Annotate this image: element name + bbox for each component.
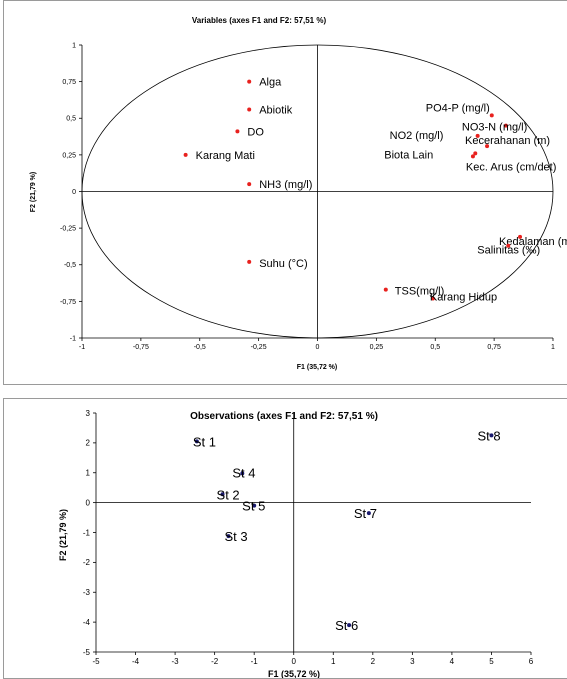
point-label: St 3 [224,529,247,544]
data-point [226,534,231,539]
data-point [347,623,352,628]
point-label: DO [247,126,264,138]
y-tick-label: -1 [70,335,76,342]
x-tick-label: -2 [211,657,219,666]
point-label: St 4 [232,465,255,480]
data-point [366,511,371,516]
data-point [489,433,494,438]
x-tick-label: 1 [331,657,336,666]
point-label: NO2 (mg/l) [390,130,444,142]
point-label: TSS(mg/l) [395,286,445,298]
x-tick-label: -4 [132,657,140,666]
point-label: St 5 [242,499,265,514]
y-tick-label: -3 [83,588,91,597]
variables-chart: Variables (axes F1 and F2: 57,51 %) F1 (… [30,16,567,371]
y-tick-label: 0 [86,498,91,507]
x-tick-label: 5 [489,657,494,666]
y-tick-label: 2 [86,439,91,448]
x-tick-label: 0,25 [370,344,384,351]
x-tick-label: 6 [529,657,534,666]
chart-title: Observations (axes F1 and F2: 57,51 %) [190,411,378,422]
point-label: Karang Hidup [430,291,497,303]
y-tick-label: 0 [72,189,76,196]
data-point [489,113,494,118]
point-label: Abiotik [259,104,293,116]
y-tick-label: 3 [86,409,91,418]
point-label: NO3-N (mg/l) [462,122,527,134]
point-label: Karang Mati [196,150,255,162]
x-axis-label: F1 (35,72 %) [297,364,337,371]
data-point [235,129,240,134]
observations-chart-panel: Observations (axes F1 and F2: 57,51 %) F… [3,398,567,679]
x-tick-label: -5 [92,657,100,666]
data-point [383,287,388,292]
point-label: PO4-P (mg/l) [426,102,490,114]
x-tick-label: 4 [450,657,455,666]
point-label: Kec. Arus (cm/det) [466,161,556,173]
x-tick-label: -3 [172,657,180,666]
point-label: Suhu (°C) [259,258,307,270]
x-tick-label: -1 [251,657,259,666]
point-label: Salinitas (‰) [477,245,540,257]
y-tick-label: 1 [86,469,91,478]
x-tick-label: 3 [410,657,415,666]
y-tick-label: 0,75 [62,79,76,86]
x-tick-label: 0,75 [487,344,501,351]
x-tick-label: -0,75 [133,344,149,351]
data-point [503,123,508,128]
variables-chart-panel: Variables (axes F1 and F2: 57,51 %) F1 (… [3,0,567,385]
data-point [252,503,257,508]
x-tick-label: -0,25 [251,344,267,351]
point-label: NH3 (mg/l) [259,179,312,191]
data-point [470,154,475,159]
y-axis-label: F2 (21,79 %) [30,172,37,212]
x-axis-label: F1 (35,72 %) [268,669,320,678]
y-tick-label: -1 [83,528,91,537]
data-point [430,296,435,301]
x-tick-label: 1 [551,344,555,351]
x-tick-label: 2 [371,657,376,666]
y-tick-label: -4 [83,618,91,627]
y-tick-label: -0,75 [60,299,76,306]
data-point [194,439,199,444]
observations-chart: Observations (axes F1 and F2: 57,51 %) F… [58,409,534,678]
point-label: Biota Lain [384,149,433,161]
x-tick-label: 0,5 [430,344,440,351]
data-point [247,259,252,264]
y-axis-label: F2 (21,79 %) [58,509,68,561]
x-tick-label: -1 [79,344,85,351]
data-point [506,243,511,248]
point-label: St 7 [354,506,377,521]
x-tick-label: 0 [316,344,320,351]
point-label: Alga [259,77,282,89]
y-tick-label: -0,5 [64,262,76,269]
y-tick-label: -5 [83,648,91,657]
data-point [183,152,188,157]
x-tick-label: -0,5 [194,344,206,351]
y-tick-label: 0,5 [66,116,76,123]
y-tick-label: 1 [72,42,76,49]
y-tick-label: 0,25 [62,152,76,159]
data-point [247,79,252,84]
x-tick-label: 0 [292,657,297,666]
data-point [475,133,480,138]
data-point [473,151,478,156]
y-tick-label: -2 [83,558,91,567]
chart-title: Variables (axes F1 and F2: 57,51 %) [192,16,327,25]
point-label: St 8 [477,428,500,443]
y-tick-label: -0,25 [60,226,76,233]
data-point [220,492,225,497]
point-label: Kedalaman (m) [499,236,567,248]
point-label: Kecerahanan (m) [465,135,550,147]
data-point [247,107,252,112]
data-point [240,471,245,476]
data-point [518,234,523,239]
data-point [485,144,490,149]
point-label: St 2 [217,487,240,502]
point-label: St 1 [193,434,216,449]
data-point [247,182,252,187]
point-label: St 6 [335,618,358,633]
